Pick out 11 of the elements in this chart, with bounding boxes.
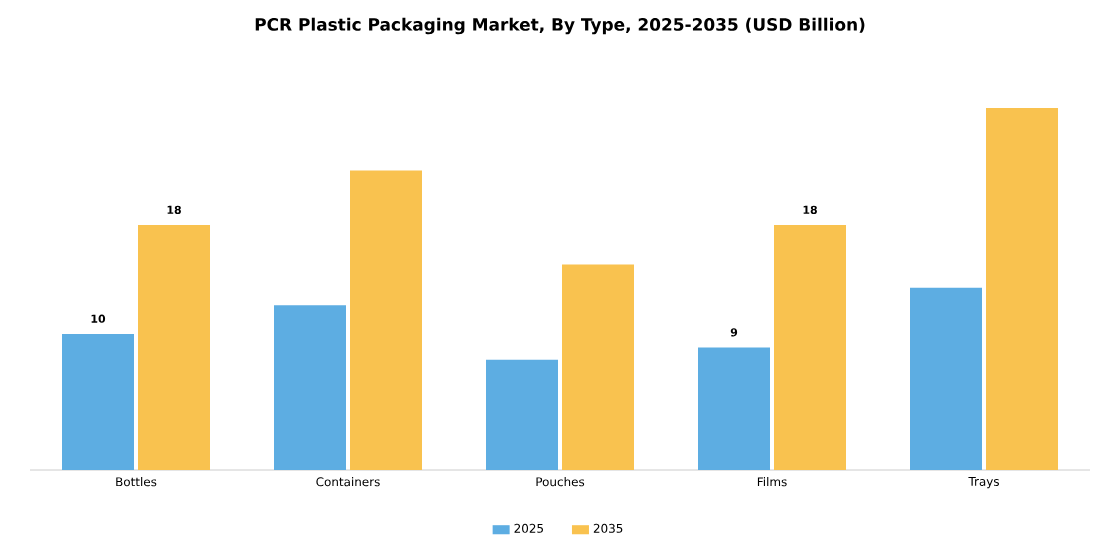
bar [62,333,134,470]
bar [910,287,982,470]
bar [698,347,770,470]
bar [486,359,558,470]
bar [274,305,346,470]
bar [986,108,1059,470]
bar [350,170,422,470]
chart-title: PCR Plastic Packaging Market, By Type, 2025-2035 (USD Billion) [255,17,865,35]
bar [774,225,846,470]
bar [138,225,210,470]
bar [562,264,634,470]
